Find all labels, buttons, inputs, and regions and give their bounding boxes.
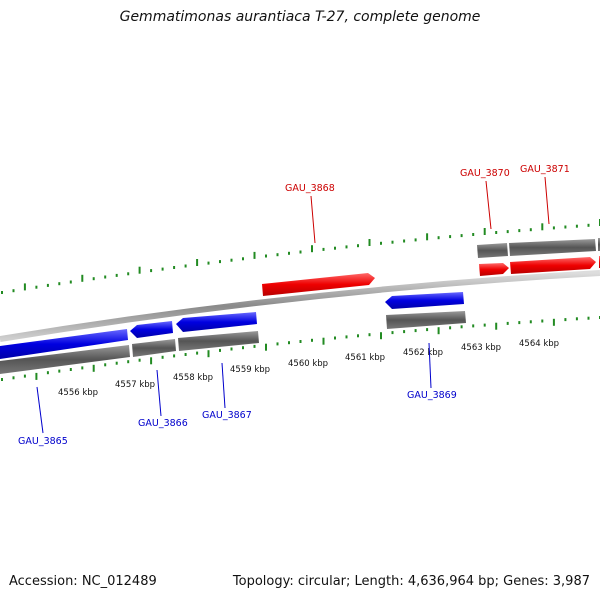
- connector-gau-3868: [310, 195, 316, 244]
- gene-arrow-gau-3871[interactable]: [510, 257, 596, 274]
- cds-box: [509, 239, 596, 256]
- scale-label: 4561 kbp: [345, 353, 385, 363]
- gene-label-gau-3867[interactable]: GAU_3867: [202, 410, 252, 421]
- scale-label: 4559 kbp: [230, 365, 270, 375]
- gene-label-gau-3869[interactable]: GAU_3869: [407, 390, 457, 401]
- genome-summary: Topology: circular; Length: 4,636,964 bp…: [232, 574, 590, 589]
- gene-arrow-gau-3868[interactable]: [262, 273, 375, 296]
- gene-label-connectors: [36, 176, 550, 434]
- gene-arrow-gau-3866[interactable]: [130, 321, 173, 338]
- scale-labels: 4556 kbp 4557 kbp 4558 kbp 4559 kbp 4560…: [58, 339, 559, 398]
- scale-label: 4563 kbp: [461, 343, 501, 353]
- cds-box: [477, 243, 508, 258]
- gene-label-gau-3866[interactable]: GAU_3866: [138, 418, 188, 429]
- scale-label: 4558 kbp: [173, 373, 213, 383]
- genome-backbone: [0, 270, 600, 342]
- gene-arrow-gau-3869[interactable]: [385, 292, 464, 309]
- cds-box: [386, 311, 466, 329]
- scale-label: 4556 kbp: [58, 388, 98, 398]
- cds-boxes: [0, 238, 600, 374]
- connector-gau-3869: [428, 342, 432, 389]
- scale-label: 4557 kbp: [115, 380, 155, 390]
- cds-box: [178, 331, 259, 351]
- map-title: Gemmatimonas aurantiaca T-27, complete g…: [119, 9, 481, 25]
- gene-label-gau-3871[interactable]: GAU_3871: [520, 164, 570, 175]
- gene-label-gau-3865[interactable]: GAU_3865: [18, 436, 68, 447]
- connector-gau-3870: [485, 180, 492, 230]
- scale-label: 4560 kbp: [288, 359, 328, 369]
- connector-gau-3866: [156, 369, 162, 417]
- gene-arrow-gau-3865[interactable]: [0, 329, 128, 359]
- scale-label: 4564 kbp: [519, 339, 559, 349]
- gene-label-gau-3870[interactable]: GAU_3870: [460, 168, 510, 179]
- gene-label-gau-3868[interactable]: GAU_3868: [285, 183, 335, 194]
- accession-label: Accession: NC_012489: [9, 574, 157, 589]
- scale-label: 4562 kbp: [403, 348, 443, 358]
- cds-box: [132, 339, 176, 357]
- connector-gau-3865: [36, 386, 44, 434]
- connector-gau-3871: [544, 176, 550, 225]
- scale-ticks-upper: [1, 219, 600, 294]
- cds-box: [0, 345, 130, 374]
- reverse-genes: [0, 292, 464, 359]
- connector-gau-3867: [221, 362, 226, 409]
- gene-labels: GAU_3865 GAU_3866 GAU_3867 GAU_3868 GAU_…: [18, 164, 570, 447]
- gene-arrow-gau-3867[interactable]: [176, 312, 257, 332]
- gene-arrow-gau-3870[interactable]: [479, 263, 509, 276]
- scale-ticks-lower: [1, 316, 600, 381]
